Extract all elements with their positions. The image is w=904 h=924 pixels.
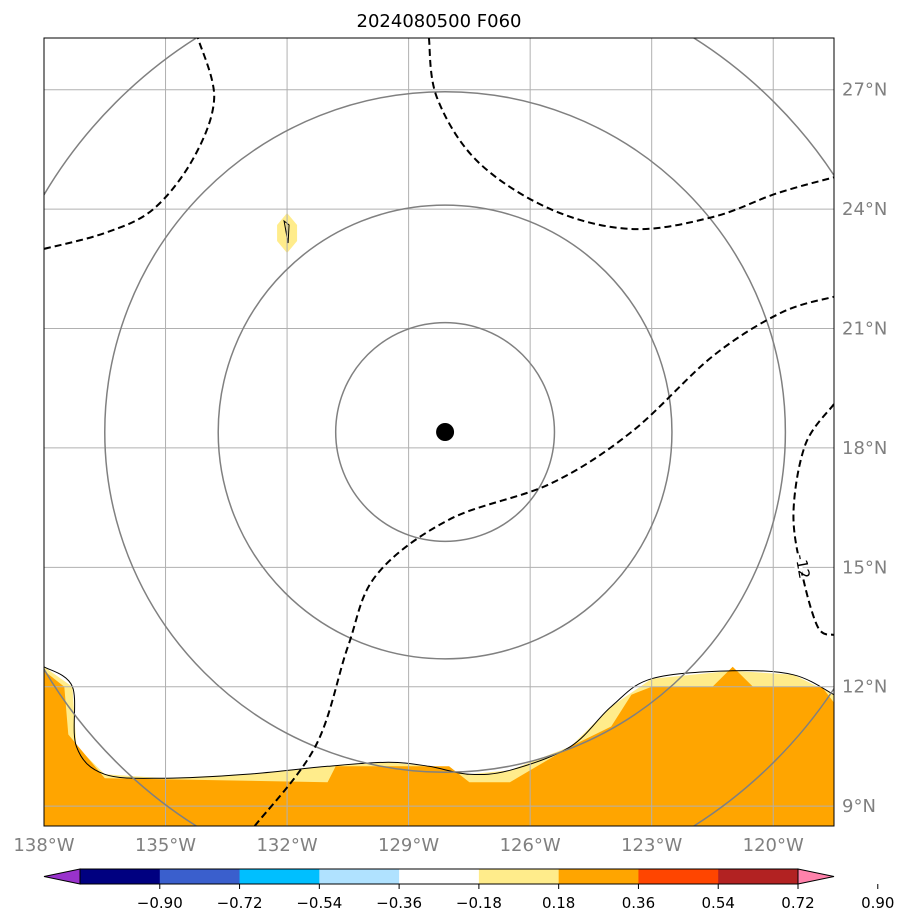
lon-tick-label: 129°W	[378, 835, 439, 856]
range-ring	[104, 90, 787, 774]
colorbar-tick-label: −0.36	[376, 894, 422, 912]
colorbar-tick-label: 0.54	[702, 894, 735, 912]
colorbar-segment	[558, 869, 639, 884]
fill-region-outline	[44, 666, 834, 779]
colorbar-tick-label: 0.90	[861, 894, 894, 912]
dashed-contour	[427, 38, 834, 231]
colorbar-segment	[399, 869, 480, 884]
colorbar-segment	[319, 869, 400, 884]
fill-region-orange	[44, 666, 834, 826]
range-rings	[44, 38, 834, 826]
lat-tick-label: 12°N	[842, 677, 887, 698]
dashed-contour	[792, 403, 834, 636]
latitude-tick-labels: 9°N 12°N 15°N 18°N 21°N 24°N 27°N	[842, 80, 887, 817]
range-ring	[334, 321, 556, 543]
colorbar-segment	[478, 869, 560, 884]
colorbar-tick-label: −0.54	[296, 894, 342, 912]
colorbar-tick-label: 0.36	[622, 894, 655, 912]
colorbar-tick-label: −0.90	[137, 894, 183, 912]
contour-label: -12	[791, 553, 813, 580]
gridlines	[44, 38, 834, 826]
range-ring	[217, 204, 673, 660]
dashed-contour	[44, 38, 216, 250]
colorbar-tick-label: −0.18	[456, 894, 502, 912]
colorbar-segment	[80, 869, 161, 884]
colorbar-segment	[638, 869, 719, 884]
lon-tick-label: 126°W	[500, 835, 561, 856]
lat-tick-label: 15°N	[842, 557, 887, 578]
dashed-contour-lines	[44, 38, 834, 826]
lon-tick-label: 132°W	[256, 835, 317, 856]
map-frame	[43, 37, 835, 827]
lat-tick-label: 18°N	[842, 438, 887, 459]
contour-label-gap	[794, 553, 803, 574]
lat-tick-label: 27°N	[842, 80, 887, 101]
colorbar: −0.90 −0.72 −0.54 −0.36 −0.18 0.18 0.36 0.54 0.7…	[43, 868, 894, 912]
lon-tick-label: 123°W	[621, 835, 682, 856]
storm-center-marker	[436, 423, 455, 441]
map-area: -12	[44, 38, 834, 826]
longitude-tick-labels: 138°W 135°W 132°W 129°W 126°W 123°W 120°W	[13, 835, 804, 856]
colorbar-tick-label: −0.72	[217, 894, 263, 912]
colorbar-segment	[718, 869, 799, 884]
chart-title: 2024080500 F060	[357, 11, 522, 32]
colorbar-segment	[159, 869, 241, 884]
lon-tick-label: 135°W	[135, 835, 196, 856]
colorbar-segment	[239, 869, 320, 884]
lat-tick-label: 21°N	[842, 319, 887, 340]
colorbar-extend-high	[797, 868, 835, 885]
lon-tick-label: 138°W	[13, 835, 74, 856]
lat-tick-label: 24°N	[842, 199, 887, 220]
lon-tick-label: 120°W	[743, 835, 804, 856]
dashed-contour	[253, 295, 834, 826]
colorbar-tick-label: 0.72	[781, 894, 814, 912]
colorbar-frame	[79, 868, 799, 885]
lat-tick-label: 9°N	[842, 796, 876, 817]
colorbar-extend-low	[43, 868, 81, 885]
colorbar-tick-label: 0.18	[542, 894, 575, 912]
